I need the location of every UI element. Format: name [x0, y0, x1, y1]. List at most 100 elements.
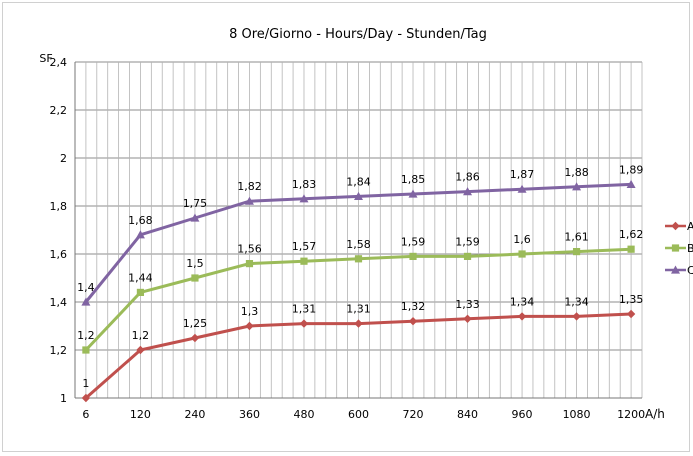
y-tick-labels: 1 1,2 1,4 1,6 1,8 2 2,2 2,4 [50, 56, 68, 405]
data-point [671, 244, 680, 252]
x-tick-label: 600 [348, 408, 369, 421]
chart-frame [2, 2, 690, 452]
data-point [627, 245, 635, 253]
data-point [463, 314, 472, 323]
data-point [81, 297, 91, 306]
data-point [135, 230, 145, 239]
legend-item-b: B [665, 242, 693, 255]
data-label: 1,34 [564, 295, 589, 308]
x-axis-label: A/h [645, 407, 665, 421]
data-label: 1,75 [183, 197, 208, 210]
data-label: 1,59 [455, 235, 480, 248]
data-label: 1,31 [346, 303, 371, 316]
legend-label: B [687, 242, 693, 255]
data-point [299, 194, 309, 203]
data-label: 1,86 [455, 171, 480, 184]
data-point [626, 309, 636, 319]
y-tick-label: 2,2 [50, 104, 68, 117]
x-tick-label: 360 [239, 408, 260, 421]
y-tick-label: 1,6 [50, 248, 68, 261]
data-point [82, 346, 90, 354]
x-tick-label: 480 [293, 408, 314, 421]
y-tick-label: 1,2 [50, 344, 68, 357]
data-label: 1,87 [510, 168, 535, 181]
legend-label: C [687, 264, 693, 277]
x-tick-label: 960 [512, 408, 533, 421]
data-point [81, 393, 91, 403]
y-tick-label: 1,4 [50, 296, 68, 309]
data-point [354, 191, 363, 200]
data-point [408, 189, 418, 198]
data-point [671, 221, 680, 231]
x-tick-label: 840 [457, 408, 478, 421]
series-c: 1,4 1,68 1,75 1,82 1,83 1,84 1,85 1,86 1,87 1,88 1… [77, 163, 644, 306]
x-tick-label: 720 [403, 408, 424, 421]
x-tick-label: 1080 [563, 408, 591, 421]
x-tick-labels: 6 120 240 360 480 600 720 840 960 1080 1200 [82, 408, 645, 421]
data-label: 1,57 [292, 240, 317, 253]
data-point [572, 248, 581, 256]
y-tick-label: 1 [60, 392, 67, 405]
data-point [190, 213, 200, 222]
series-a: 1 1,2 1,25 1,3 1,31 1,31 1,32 1,33 1,34 1,34 1,35 [81, 293, 644, 403]
data-label: 1,6 [513, 233, 531, 246]
y-tick-label: 2,4 [50, 56, 68, 69]
data-label: 1,31 [292, 303, 317, 316]
data-label: 1,85 [401, 173, 426, 186]
data-point [191, 274, 199, 282]
x-tick-label: 1200 [617, 408, 645, 421]
data-label: 1,3 [241, 305, 259, 318]
data-label: 1,4 [77, 281, 95, 294]
data-label: 1,2 [132, 329, 150, 342]
axes [74, 62, 642, 399]
data-label: 1,88 [564, 166, 589, 179]
y-tick-label: 1,8 [50, 200, 68, 213]
data-label: 1,62 [619, 228, 644, 241]
data-point [409, 252, 417, 260]
data-label: 1,89 [619, 163, 644, 176]
grid [74, 61, 643, 399]
legend-item-c: C [665, 264, 693, 277]
data-label: 1,32 [401, 300, 426, 313]
data-point [299, 319, 309, 328]
data-point [463, 252, 472, 260]
data-point [572, 312, 581, 321]
data-point [354, 319, 363, 328]
legend-item-a: A [665, 220, 693, 233]
data-point [408, 317, 418, 326]
data-label: 1,83 [292, 178, 317, 191]
x-tick-label: 240 [184, 408, 205, 421]
data-point [354, 255, 363, 263]
x-tick-label: 120 [130, 408, 151, 421]
data-label: 1,68 [128, 214, 153, 227]
data-label: 1 [82, 377, 89, 390]
data-point [517, 312, 527, 321]
y-tick-label: 2 [60, 152, 67, 165]
x-tick-label: 6 [82, 408, 89, 421]
data-point [245, 321, 254, 331]
data-label: 1,61 [564, 231, 589, 244]
legend-label: A [687, 220, 693, 233]
data-label: 1,56 [237, 243, 262, 256]
data-label: 1,84 [346, 175, 371, 188]
data-label: 1,82 [237, 180, 262, 193]
data-label: 1,33 [455, 298, 480, 311]
data-label: 1,35 [619, 293, 644, 306]
data-point [245, 260, 254, 268]
data-point [626, 179, 636, 188]
data-point [671, 265, 680, 274]
data-point [136, 345, 145, 355]
series-b: 1,2 1,44 1,5 1,56 1,57 1,58 1,59 1,59 1,6 1,61 1,6… [77, 228, 644, 354]
data-point [463, 187, 473, 196]
data-label: 1,5 [186, 257, 204, 270]
chart-title: 8 Ore/Giorno - Hours/Day - Stunden/Tag [229, 27, 487, 42]
legend: ABC [665, 220, 693, 277]
data-point [300, 257, 308, 265]
data-point [518, 250, 526, 258]
data-label: 1,44 [128, 271, 153, 284]
y-axis-label: SF [39, 52, 52, 65]
data-label: 1,25 [183, 317, 208, 330]
data-point [190, 333, 200, 343]
series-layer: 11,21,251,3 1,31 1,31 1,32 1,33 1,34 1,34 1,351… [77, 163, 644, 403]
data-label: 1,34 [510, 295, 535, 308]
